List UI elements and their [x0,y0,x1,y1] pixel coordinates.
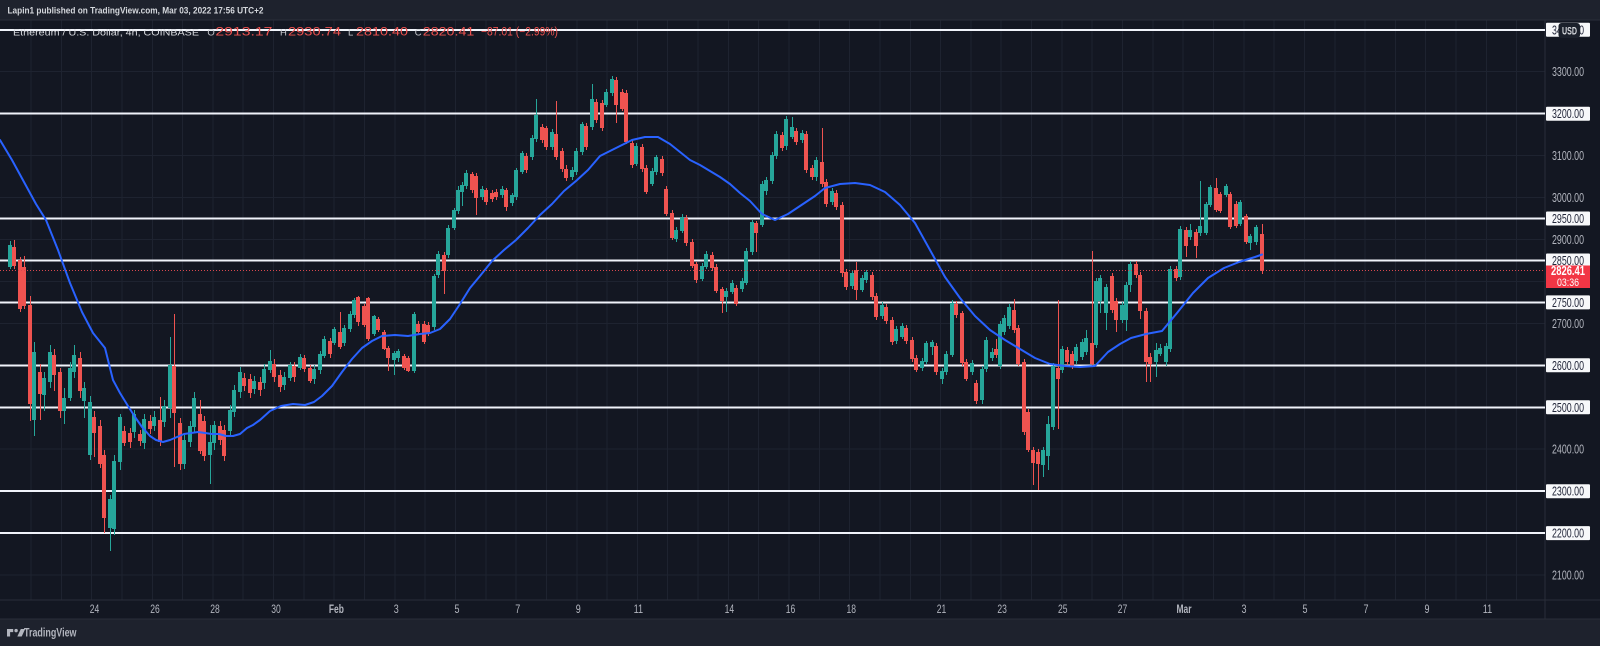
svg-text:27: 27 [1118,604,1128,616]
svg-text:2600.00: 2600.00 [1552,358,1584,373]
svg-text:11: 11 [634,604,644,616]
svg-text:Ethereum / U.S. Dollar, 4h, CO: Ethereum / U.S. Dollar, 4h, COINBASE [13,28,199,39]
svg-text:Lapin1 published on TradingVie: Lapin1 published on TradingView.com, Mar… [8,6,264,17]
svg-text:14: 14 [725,604,735,616]
svg-text:21: 21 [937,604,947,616]
svg-text:25: 25 [1058,604,1068,616]
svg-text:3300.00: 3300.00 [1552,64,1584,79]
svg-text:3200.00: 3200.00 [1552,106,1584,121]
svg-text:2826.41: 2826.41 [1551,263,1585,278]
svg-text:11: 11 [1483,604,1493,616]
svg-text:2300.00: 2300.00 [1552,484,1584,499]
svg-text:5: 5 [1303,604,1308,616]
svg-text:2700.00: 2700.00 [1552,316,1584,331]
svg-text:2950.00: 2950.00 [1552,211,1584,226]
svg-text:2750.00: 2750.00 [1552,295,1584,310]
svg-text:24: 24 [90,604,100,616]
svg-text:3000.00: 3000.00 [1552,190,1584,205]
svg-text:28: 28 [210,604,220,616]
svg-text:2900.00: 2900.00 [1552,232,1584,247]
svg-text:2820.41: 2820.41 [423,27,475,39]
svg-text:O: O [207,28,214,39]
svg-text:9: 9 [1425,604,1430,616]
svg-text:30: 30 [271,604,281,616]
svg-text:TradingView: TradingView [24,628,77,640]
svg-text:L: L [348,28,353,39]
svg-text:9: 9 [576,604,581,616]
svg-text:2100.00: 2100.00 [1552,568,1584,583]
svg-text:26: 26 [150,604,160,616]
svg-text:3100.00: 3100.00 [1552,148,1584,163]
svg-text:−87.01 (−2.99%): −87.01 (−2.99%) [481,27,558,39]
svg-text:2930.74: 2930.74 [288,27,342,39]
svg-text:2500.00: 2500.00 [1552,400,1584,415]
svg-text:2810.40: 2810.40 [356,27,408,39]
svg-text:3: 3 [394,604,399,616]
svg-text:Mar: Mar [1177,604,1192,616]
svg-text:3: 3 [1242,604,1247,616]
svg-text:03:36: 03:36 [1557,277,1579,289]
svg-text:Feb: Feb [329,604,344,616]
svg-text:C: C [415,28,422,39]
svg-text:7: 7 [1364,604,1369,616]
svg-text:H: H [280,28,287,39]
svg-text:16: 16 [786,604,796,616]
svg-text:7: 7 [515,604,520,616]
svg-text:2913.17: 2913.17 [215,27,272,39]
svg-text:2200.00: 2200.00 [1552,526,1584,541]
svg-text:USD: USD [1562,26,1577,38]
svg-text:23: 23 [997,604,1007,616]
svg-text:2850.00: 2850.00 [1552,253,1584,268]
svg-text:5: 5 [455,604,460,616]
svg-text:2400.00: 2400.00 [1552,442,1584,457]
svg-text:18: 18 [847,604,857,616]
